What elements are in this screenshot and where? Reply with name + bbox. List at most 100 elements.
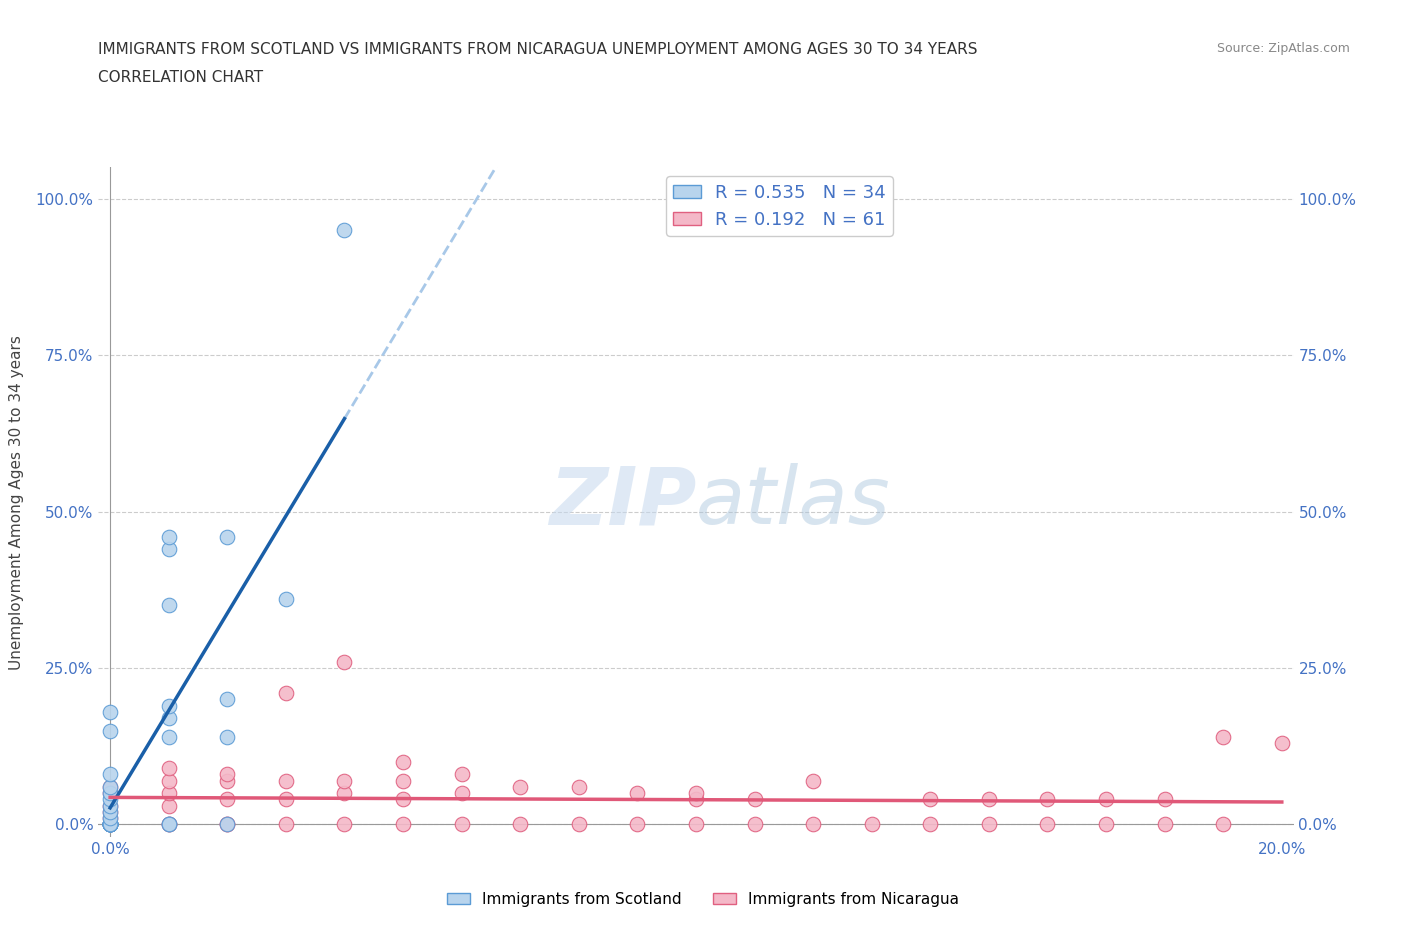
Point — [626, 786, 648, 801]
Point — [1271, 736, 1294, 751]
Point — [801, 817, 824, 832]
Point — [157, 773, 180, 788]
Point — [157, 529, 180, 544]
Point — [98, 817, 121, 832]
Legend: Immigrants from Scotland, Immigrants from Nicaragua: Immigrants from Scotland, Immigrants fro… — [441, 886, 965, 913]
Point — [1153, 817, 1175, 832]
Point — [568, 817, 591, 832]
Point — [274, 591, 297, 606]
Point — [98, 817, 121, 832]
Point — [333, 222, 356, 237]
Point — [920, 817, 942, 832]
Point — [217, 817, 239, 832]
Point — [685, 786, 707, 801]
Point — [685, 817, 707, 832]
Point — [98, 779, 121, 794]
Point — [217, 767, 239, 782]
Point — [217, 729, 239, 744]
Point — [685, 792, 707, 807]
Point — [217, 773, 239, 788]
Point — [157, 698, 180, 713]
Point — [98, 811, 121, 826]
Legend: R = 0.535   N = 34, R = 0.192   N = 61: R = 0.535 N = 34, R = 0.192 N = 61 — [666, 177, 893, 236]
Point — [217, 792, 239, 807]
Point — [98, 817, 121, 832]
Point — [157, 711, 180, 725]
Text: atlas: atlas — [696, 463, 891, 541]
Text: ZIP: ZIP — [548, 463, 696, 541]
Point — [157, 541, 180, 556]
Point — [274, 817, 297, 832]
Point — [333, 817, 356, 832]
Point — [333, 655, 356, 670]
Point — [274, 773, 297, 788]
Point — [98, 817, 121, 832]
Point — [217, 529, 239, 544]
Point — [1212, 817, 1234, 832]
Point — [568, 779, 591, 794]
Point — [98, 786, 121, 801]
Point — [98, 798, 121, 813]
Point — [98, 779, 121, 794]
Point — [98, 817, 121, 832]
Point — [274, 792, 297, 807]
Point — [392, 754, 415, 769]
Point — [98, 804, 121, 819]
Point — [98, 817, 121, 832]
Point — [217, 817, 239, 832]
Point — [157, 786, 180, 801]
Point — [98, 817, 121, 832]
Point — [98, 817, 121, 832]
Point — [392, 792, 415, 807]
Point — [509, 817, 531, 832]
Point — [333, 773, 356, 788]
Point — [98, 724, 121, 738]
Point — [450, 767, 472, 782]
Point — [157, 817, 180, 832]
Point — [744, 817, 766, 832]
Point — [1036, 792, 1059, 807]
Point — [744, 792, 766, 807]
Point — [977, 817, 1000, 832]
Point — [98, 817, 121, 832]
Point — [157, 598, 180, 613]
Point — [801, 773, 824, 788]
Point — [157, 798, 180, 813]
Point — [392, 817, 415, 832]
Point — [98, 811, 121, 826]
Point — [98, 817, 121, 832]
Point — [98, 817, 121, 832]
Point — [98, 786, 121, 801]
Point — [98, 817, 121, 832]
Point — [217, 817, 239, 832]
Point — [98, 792, 121, 807]
Point — [98, 804, 121, 819]
Point — [920, 792, 942, 807]
Point — [274, 685, 297, 700]
Point — [333, 786, 356, 801]
Point — [98, 817, 121, 832]
Point — [860, 817, 883, 832]
Point — [1212, 729, 1234, 744]
Point — [977, 792, 1000, 807]
Point — [450, 786, 472, 801]
Point — [509, 779, 531, 794]
Point — [157, 817, 180, 832]
Point — [626, 817, 648, 832]
Point — [157, 817, 180, 832]
Point — [98, 704, 121, 719]
Point — [217, 692, 239, 707]
Point — [1095, 817, 1118, 832]
Point — [450, 817, 472, 832]
Point — [98, 817, 121, 832]
Point — [1036, 817, 1059, 832]
Text: CORRELATION CHART: CORRELATION CHART — [98, 70, 263, 85]
Text: IMMIGRANTS FROM SCOTLAND VS IMMIGRANTS FROM NICARAGUA UNEMPLOYMENT AMONG AGES 30: IMMIGRANTS FROM SCOTLAND VS IMMIGRANTS F… — [98, 42, 979, 57]
Point — [1153, 792, 1175, 807]
Point — [98, 767, 121, 782]
Point — [98, 798, 121, 813]
Point — [157, 729, 180, 744]
Point — [157, 817, 180, 832]
Y-axis label: Unemployment Among Ages 30 to 34 years: Unemployment Among Ages 30 to 34 years — [10, 335, 24, 670]
Text: Source: ZipAtlas.com: Source: ZipAtlas.com — [1216, 42, 1350, 55]
